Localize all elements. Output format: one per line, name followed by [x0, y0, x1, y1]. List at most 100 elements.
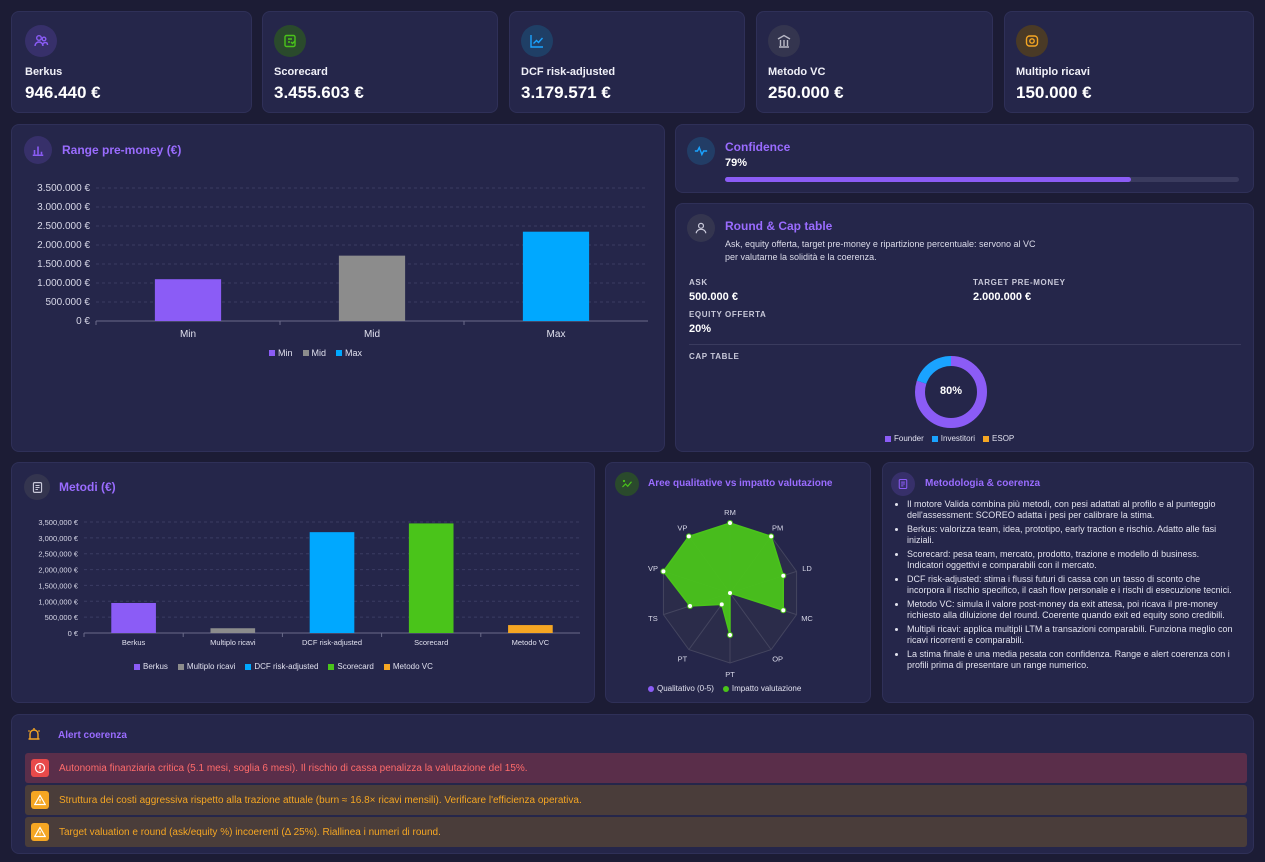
alert-coerenza-card: Alert coerenza Autonomia finanziaria cri…: [11, 714, 1254, 854]
alert-critical: Autonomia finanziaria critica (5.1 mesi,…: [25, 753, 1247, 783]
legend-item[interactable]: Metodo VC: [383, 662, 433, 671]
legend-item[interactable]: Qualitativo (0-5): [648, 684, 714, 693]
bar-min: [154, 279, 222, 321]
legend-item[interactable]: DCF risk-adjusted: [245, 662, 318, 671]
x-tick-label: Max: [547, 329, 566, 340]
metodi-chart: 3,500,000 € 3,000,000 € 2,500,000 € 2,000,0…: [38, 518, 580, 647]
y-tick-label: 3,500,000 €: [38, 518, 78, 527]
radar-point: [660, 568, 667, 575]
warning-icon: [31, 823, 49, 841]
alerts-title: Alert coerenza: [58, 730, 127, 741]
legend-item[interactable]: Min: [269, 348, 293, 358]
y-tick-label: 0 €: [76, 316, 90, 327]
y-tick-label: 500.000 €: [46, 297, 91, 308]
bar-dcf-risk-adjusted: [309, 532, 355, 633]
radar-point: [780, 607, 787, 614]
radar-axis-label: VP: [677, 523, 687, 532]
bar-max: [522, 231, 590, 321]
legend-item[interactable]: Investitori: [931, 434, 975, 443]
legend-item[interactable]: Max: [336, 348, 362, 358]
round-description-line: per valutarne la solidità e la coerenza.: [725, 252, 877, 262]
y-tick-label: 500,000 €: [45, 613, 79, 622]
kpi-label: Metodo VC: [768, 66, 826, 78]
warning-icon: [31, 791, 49, 809]
range-premoney-chart: 3.500.000 € 3.000.000 € 2.500.000 € 2.000.0…: [37, 183, 648, 340]
ask-value: 500.000 €: [689, 291, 738, 303]
round-description: Ask, equity offerta, target pre-money e …: [725, 238, 1245, 264]
target-premoney-value: 2.000.000 €: [973, 291, 1032, 303]
alert-text: Target valuation e round (ask/equity %) …: [59, 826, 441, 838]
legend-swatch: [269, 350, 275, 356]
y-tick-label: 1,000,000 €: [38, 597, 78, 606]
methodology-title: Metodologia & coerenza: [925, 478, 1041, 489]
legend-label: ESOP: [992, 434, 1015, 443]
legend-label: Multiplo ricavi: [186, 662, 236, 671]
equity-offerta-label: EQUITY OFFERTA: [689, 310, 767, 319]
donut-center-label: 80%: [939, 385, 963, 397]
notes-icon: [891, 472, 915, 496]
y-tick-label: 2,000,000 €: [38, 566, 78, 575]
confidence-value: 79%: [725, 157, 748, 169]
alert-text: Autonomia finanziaria critica (5.1 mesi,…: [59, 762, 528, 774]
legend-swatch: [983, 435, 990, 442]
confidence-card: Confidence 79%: [675, 124, 1254, 193]
legend-swatch: [134, 663, 140, 670]
list-item: La stima finale è una media pesata con c…: [907, 649, 1235, 671]
radar-chart: RM PM LD MC OP PT PT TS VP VP: [648, 508, 813, 679]
bar-chart-icon: [24, 136, 52, 164]
cap-table-legend: Founder Investitori ESOP: [885, 434, 1014, 443]
confidence-progress-fill: [725, 177, 1132, 182]
legend-swatch: [245, 663, 252, 670]
bar-metodo-vc: [508, 625, 553, 633]
radar-axis-label: PT: [725, 670, 735, 679]
legend-label: DCF risk-adjusted: [254, 662, 319, 671]
radar-axis-label: RM: [724, 508, 736, 517]
legend-item[interactable]: Mid: [302, 348, 326, 358]
users-icon: [25, 25, 57, 57]
radar-point: [727, 520, 733, 526]
y-tick-label: 3,000,000 €: [38, 534, 78, 543]
legend-item[interactable]: Berkus: [134, 662, 168, 671]
list-item: Il motore Valida combina più metodi, con…: [907, 499, 1235, 521]
list-item: DCF risk-adjusted: stima i flussi futuri…: [907, 574, 1235, 596]
methodology-card: Metodologia & coerenza Il motore Valida …: [882, 462, 1254, 703]
radar-point: [727, 590, 733, 596]
error-icon: [31, 759, 49, 777]
legend-item[interactable]: Founder: [885, 434, 924, 443]
radar-axis-label: LD: [802, 564, 812, 573]
bar-multiplo-ricavi: [210, 628, 256, 633]
legend-label: Impatto valutazione: [731, 684, 802, 693]
legend-swatch: [931, 435, 938, 442]
radar-axis-label: PT: [678, 655, 688, 664]
range-title: Range pre-money (€): [62, 143, 182, 157]
legend-label: Scorecard: [337, 662, 374, 671]
kpi-card-multiplo-ricavi: Multiplo ricavi 150.000 €: [1004, 11, 1254, 113]
legend-swatch: [177, 663, 184, 670]
donut-slice-1: [915, 356, 987, 428]
coin-icon: [1016, 25, 1048, 57]
kpi-card-scorecard: Scorecard 3.455.603 €: [262, 11, 498, 113]
legend-label: Min: [278, 348, 293, 358]
x-tick-label: Multiplo ricavi: [210, 638, 256, 647]
legend-item[interactable]: Impatto valutazione: [722, 684, 802, 693]
radar-axis-label: VP: [648, 564, 658, 573]
alert-warning: Struttura dei costi aggressiva rispetto …: [25, 785, 1247, 815]
legend-item[interactable]: ESOP: [983, 434, 1014, 443]
legend-item[interactable]: Scorecard: [328, 662, 374, 671]
legend-swatch: [648, 685, 654, 692]
x-tick-label: Mid: [364, 329, 380, 340]
kpi-label: Berkus: [25, 66, 63, 78]
x-tick-label: Metodo VC: [512, 638, 550, 647]
radar-point: [685, 533, 692, 540]
y-tick-label: 0 €: [68, 629, 79, 638]
divider: [689, 344, 1241, 345]
x-tick-label: DCF risk-adjusted: [302, 638, 362, 647]
radar-point: [718, 601, 725, 608]
legend-item[interactable]: Multiplo ricavi: [177, 662, 236, 671]
scorecard-icon: [274, 25, 306, 57]
legend-label: Founder: [894, 434, 924, 443]
legend-swatch: [722, 685, 729, 692]
y-tick-label: 1.500.000 €: [37, 259, 90, 270]
legend-swatch: [336, 350, 343, 356]
legend-label: Metodo VC: [392, 662, 433, 671]
